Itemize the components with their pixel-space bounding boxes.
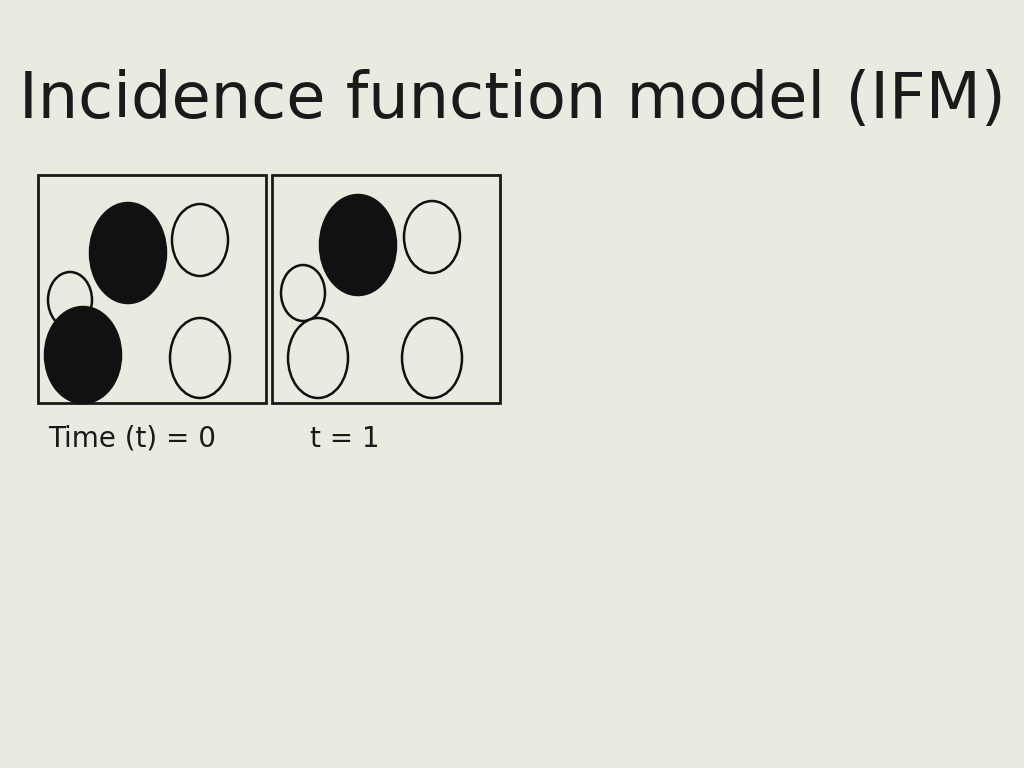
- Ellipse shape: [281, 265, 325, 321]
- Ellipse shape: [404, 201, 460, 273]
- Ellipse shape: [288, 318, 348, 398]
- Text: t = 1: t = 1: [310, 425, 380, 453]
- Bar: [38, 175, 266, 403]
- Ellipse shape: [402, 318, 462, 398]
- Ellipse shape: [170, 318, 230, 398]
- Text: Time (t) = 0: Time (t) = 0: [48, 425, 216, 453]
- Ellipse shape: [45, 307, 121, 403]
- Bar: [272, 175, 500, 403]
- Text: Incidence function model (IFM): Incidence function model (IFM): [18, 69, 1006, 131]
- Ellipse shape: [172, 204, 228, 276]
- Ellipse shape: [48, 272, 92, 328]
- Ellipse shape: [90, 203, 166, 303]
- Ellipse shape: [319, 195, 396, 295]
